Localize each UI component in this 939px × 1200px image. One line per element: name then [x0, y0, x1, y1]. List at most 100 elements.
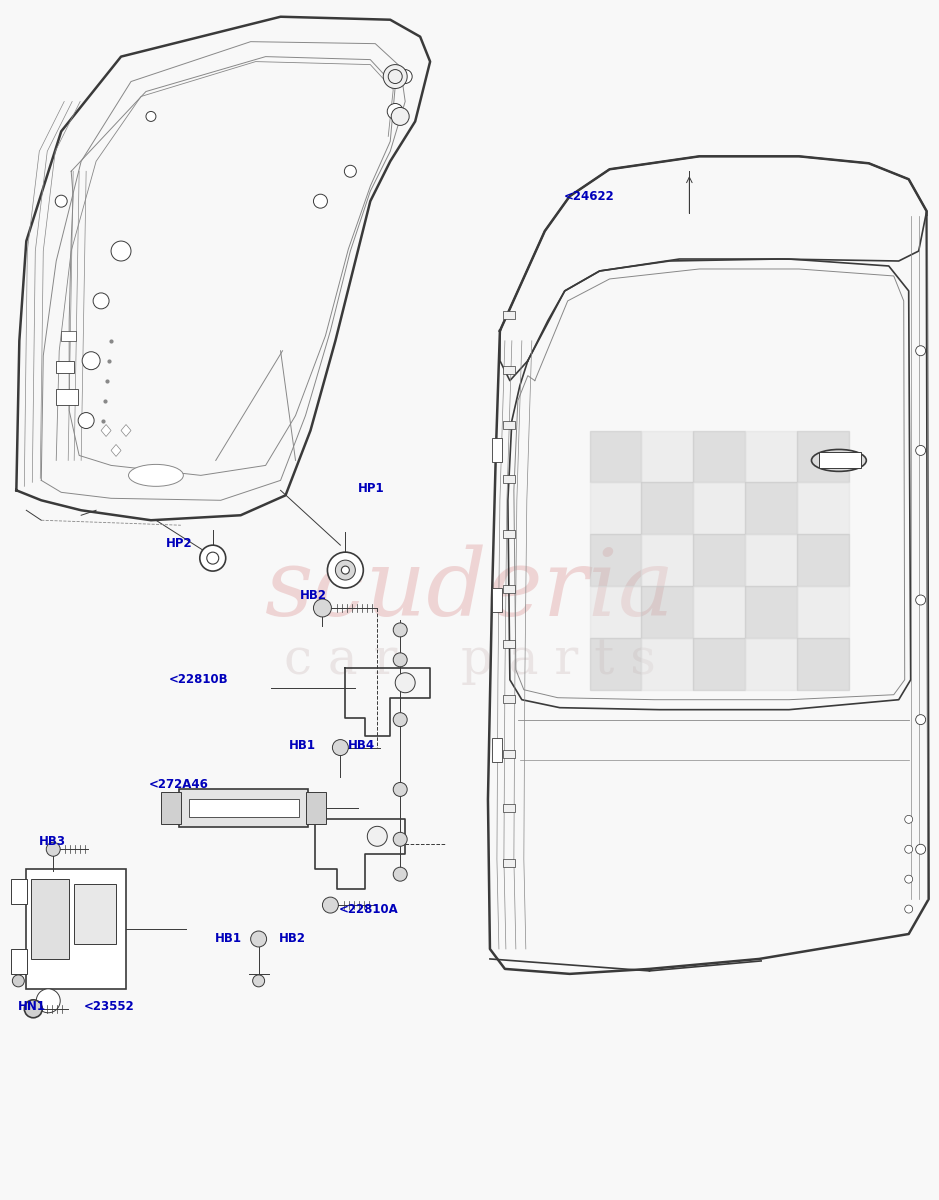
Bar [693, 638, 746, 690]
Text: HP1: HP1 [359, 482, 385, 494]
Bar [306, 792, 327, 824]
Text: HB4: HB4 [348, 739, 376, 752]
Polygon shape [111, 444, 121, 456]
Bar [56, 361, 74, 373]
Bar [797, 431, 849, 482]
Bar [693, 482, 746, 534]
Bar [693, 431, 746, 482]
Circle shape [916, 346, 926, 355]
Bar [746, 482, 797, 534]
Bar [590, 534, 641, 586]
Bar [492, 588, 502, 612]
Circle shape [332, 739, 348, 756]
Circle shape [314, 194, 328, 208]
Bar [746, 586, 797, 638]
Bar [503, 420, 515, 428]
Bar [503, 530, 515, 538]
Bar [819, 452, 861, 468]
Text: <24622: <24622 [563, 190, 614, 203]
Circle shape [314, 599, 331, 617]
Text: HB1: HB1 [288, 739, 316, 752]
Circle shape [200, 545, 225, 571]
Circle shape [207, 552, 219, 564]
Bar [492, 738, 502, 762]
Bar [641, 638, 693, 690]
Ellipse shape [811, 450, 867, 472]
Circle shape [82, 352, 100, 370]
Circle shape [904, 845, 913, 853]
Bar [178, 790, 309, 827]
Bar [31, 880, 69, 959]
Circle shape [393, 833, 408, 846]
Circle shape [367, 827, 387, 846]
Circle shape [46, 842, 60, 857]
Bar [189, 799, 299, 817]
Bar [503, 750, 515, 757]
Circle shape [398, 70, 412, 84]
Text: HN1: HN1 [19, 1001, 46, 1013]
Text: HB1: HB1 [215, 932, 241, 946]
Bar [590, 482, 641, 534]
Circle shape [392, 108, 409, 126]
Bar [26, 869, 126, 989]
Circle shape [345, 166, 356, 178]
Circle shape [24, 1000, 42, 1018]
Bar [590, 586, 641, 638]
Circle shape [393, 868, 408, 881]
Bar [61, 331, 76, 341]
Bar [161, 792, 181, 824]
Bar [492, 438, 502, 462]
Bar [503, 475, 515, 484]
Text: <23552: <23552 [85, 1001, 135, 1013]
Circle shape [904, 905, 913, 913]
Circle shape [328, 552, 363, 588]
Circle shape [342, 566, 349, 574]
Circle shape [78, 413, 94, 428]
Bar [693, 534, 746, 586]
Bar [641, 534, 693, 586]
Bar [693, 586, 746, 638]
Circle shape [387, 103, 403, 120]
Bar [641, 482, 693, 534]
Circle shape [55, 196, 68, 208]
Circle shape [395, 673, 415, 692]
Bar [11, 880, 27, 904]
Text: HB2: HB2 [279, 932, 305, 946]
Bar [503, 311, 515, 319]
Circle shape [335, 560, 355, 580]
Circle shape [916, 445, 926, 456]
Bar [797, 482, 849, 534]
Bar [11, 949, 27, 974]
Bar [746, 534, 797, 586]
Text: HB2: HB2 [300, 588, 327, 601]
Bar [503, 586, 515, 593]
Bar [746, 431, 797, 482]
Circle shape [916, 845, 926, 854]
Bar [641, 431, 693, 482]
Circle shape [12, 974, 24, 986]
Bar [797, 534, 849, 586]
Text: HP2: HP2 [166, 536, 192, 550]
Bar [503, 804, 515, 812]
Circle shape [322, 898, 338, 913]
Bar [503, 859, 515, 868]
Text: c a r    p a r t s: c a r p a r t s [285, 635, 656, 684]
Bar [797, 586, 849, 638]
Bar [746, 638, 797, 690]
Text: HB3: HB3 [39, 835, 67, 847]
Circle shape [393, 653, 408, 667]
Circle shape [146, 112, 156, 121]
Circle shape [916, 715, 926, 725]
Bar [503, 640, 515, 648]
Circle shape [111, 241, 131, 262]
Circle shape [93, 293, 109, 308]
Circle shape [904, 815, 913, 823]
Text: <22810B: <22810B [169, 673, 228, 686]
Circle shape [253, 974, 265, 986]
Text: scuderia: scuderia [265, 545, 675, 635]
Bar [56, 389, 78, 404]
Text: <272A46: <272A46 [149, 778, 208, 791]
Circle shape [904, 875, 913, 883]
Circle shape [393, 623, 408, 637]
Text: <22810A: <22810A [338, 902, 398, 916]
